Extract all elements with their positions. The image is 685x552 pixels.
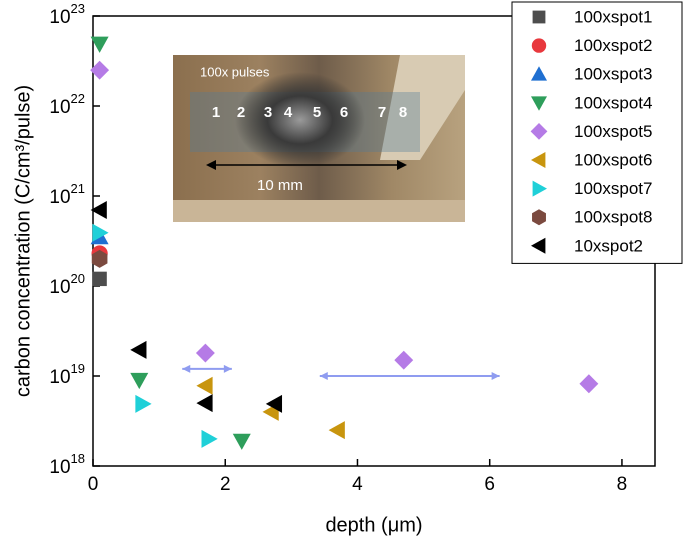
data-point	[130, 372, 149, 390]
x-tick-label: 2	[220, 474, 231, 495]
range-arrowhead	[491, 372, 500, 380]
y-tick-exponent: 21	[71, 181, 85, 196]
x-tick-label: 6	[484, 474, 495, 495]
legend-marker	[531, 66, 547, 81]
legend-label: 100xspot3	[574, 65, 652, 84]
x-axis-title: depth (μm)	[325, 514, 422, 536]
photo-crater	[235, 72, 365, 168]
spot-label: 6	[340, 104, 348, 121]
y-tick-base: 10	[49, 187, 70, 208]
y-tick-exponent: 18	[71, 451, 85, 466]
y-tick-base: 10	[49, 7, 70, 28]
data-point	[196, 376, 213, 395]
range-arrowhead	[223, 364, 232, 373]
legend-marker	[532, 10, 546, 24]
legend-label: 100xspot8	[574, 208, 652, 227]
legend-marker	[530, 123, 548, 140]
legend-label: 100xspot4	[574, 93, 652, 112]
data-point	[130, 340, 147, 359]
y-tick-exponent: 19	[71, 361, 85, 376]
y-tick-exponent: 20	[71, 271, 85, 286]
legend-marker	[532, 180, 547, 197]
data-point	[579, 374, 599, 394]
data-point	[195, 343, 215, 363]
legend-marker	[531, 237, 546, 254]
data-point	[328, 421, 345, 440]
data-point	[90, 60, 110, 80]
photo-edge	[173, 200, 465, 222]
scale-arrowhead	[397, 160, 407, 170]
y-tick-base: 10	[49, 277, 70, 298]
data-point	[91, 249, 108, 268]
y-axis-title: carbon concentration (C/cm³/pulse)	[12, 85, 34, 397]
data-point	[135, 394, 152, 413]
x-tick-label: 8	[617, 474, 628, 495]
y-tick-label: 1018	[49, 451, 85, 478]
legend-label: 100xspot5	[574, 122, 652, 141]
legend-marker	[531, 38, 547, 53]
data-point	[394, 350, 414, 370]
legend-label: 10xspot2	[574, 236, 643, 255]
legend-label: 100xspot7	[574, 179, 652, 198]
spot-label: 1	[212, 104, 220, 121]
y-tick-exponent: 23	[71, 1, 85, 16]
inset-title: 100x pulses	[200, 64, 270, 79]
spot-label: 2	[237, 104, 245, 121]
data-point	[196, 394, 213, 413]
spot-label: 7	[378, 104, 386, 121]
data-point	[265, 394, 283, 413]
y-tick-base: 10	[49, 457, 70, 478]
data-point	[92, 271, 107, 287]
y-tick-label: 1019	[49, 361, 85, 388]
data-point	[232, 433, 251, 450]
y-tick-base: 10	[49, 97, 70, 118]
photo-bevel	[380, 55, 465, 160]
range-arrow	[319, 372, 500, 380]
x-tick-label: 0	[88, 474, 99, 495]
y-tick-label: 1021	[49, 181, 85, 208]
x-tick-label: 4	[352, 474, 363, 495]
scale-arrowhead	[206, 160, 216, 170]
legend-marker	[532, 209, 546, 226]
data-point	[92, 223, 109, 242]
y-tick-base: 10	[49, 367, 70, 388]
range-arrow	[182, 364, 232, 373]
y-tick-label: 1020	[49, 271, 85, 298]
y-tick-label: 1022	[49, 91, 85, 118]
data-point	[90, 200, 107, 219]
spot-label: 4	[284, 104, 293, 121]
range-arrowhead	[182, 364, 191, 373]
legend-label: 100xspot2	[574, 36, 652, 55]
spot-label: 5	[313, 104, 321, 121]
legend-marker	[531, 96, 547, 111]
y-tick-label: 1023	[49, 1, 85, 28]
y-tick-exponent: 22	[71, 91, 85, 106]
spot-label: 8	[399, 104, 407, 121]
legend-marker	[531, 152, 546, 168]
legend-label: 100xspot1	[574, 7, 652, 26]
scale-label: 10 mm	[257, 177, 303, 194]
spot-label: 3	[264, 104, 272, 121]
legend-label: 100xspot6	[574, 150, 652, 169]
data-point	[201, 429, 218, 448]
data-point	[90, 36, 109, 53]
range-arrowhead	[319, 372, 328, 380]
